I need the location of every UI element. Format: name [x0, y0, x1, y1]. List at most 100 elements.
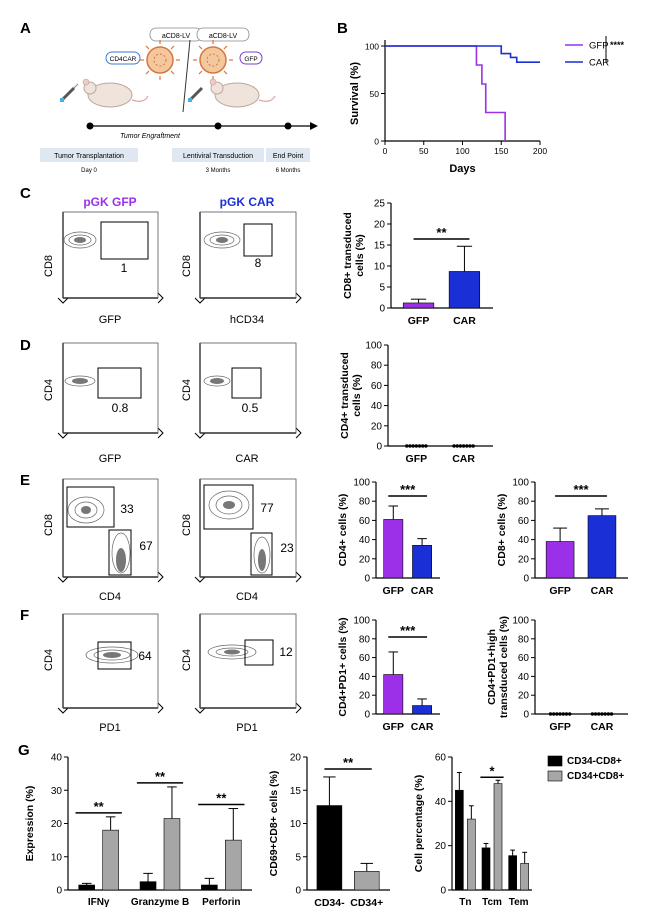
bar-cd34neg [201, 884, 218, 891]
y-tick-label: 60 [359, 516, 371, 527]
flow-title-car: pGK CAR [220, 195, 275, 209]
gate-value: 67 [139, 539, 153, 553]
y-axis-label: CD4+ transducedcells (%) [339, 352, 363, 439]
x-tick-label: 50 [419, 146, 429, 156]
data-point [471, 444, 475, 448]
step-time: 6 Months [276, 168, 301, 174]
y-tick-label: 0 [374, 137, 379, 147]
data-point [555, 712, 559, 716]
y-axis-label: CD69+CD8+ cells (%) [268, 771, 280, 877]
panel-letter-c: C [20, 185, 31, 202]
flow-xlabel: CD4 [99, 591, 121, 603]
payload-label-right: GFP [244, 56, 257, 63]
data-point [593, 712, 598, 716]
x-tick-label: CAR [411, 585, 434, 597]
data-point [421, 444, 425, 448]
chart-G1: 0 10 20 30 40 Expression (%) IFNγ ** Granzyme B *… [24, 753, 252, 908]
data-point [465, 444, 469, 448]
flow-ylabel: CD8 [43, 255, 55, 277]
y-tick-label: 0 [440, 886, 446, 897]
flow-ylabel: CD4 [181, 649, 193, 671]
significance-label: **** [610, 40, 625, 50]
bar-cd34neg [139, 881, 157, 891]
bar-cd34 [354, 871, 380, 891]
flow-ylabel: CD4 [43, 379, 55, 401]
flow-ylabel: CD8 [181, 514, 193, 536]
flow-plot-f-car: 12 CD4 PD1 [181, 613, 302, 734]
y-tick-label: 5 [295, 852, 301, 863]
flow-plot-c-gfp: 1 CD8 GFP [43, 211, 164, 326]
gate-value: 64 [138, 649, 152, 663]
y-tick-label: 20 [371, 421, 383, 432]
panel-letter-b: B [337, 20, 348, 37]
x-axis-label: Days [449, 163, 475, 175]
data-point [600, 712, 604, 716]
y-tick-label: 60 [435, 753, 447, 764]
flow-xlabel: PD1 [236, 722, 257, 734]
x-tick-label: Tn [459, 897, 471, 908]
gate-value: 12 [279, 645, 293, 659]
y-axis-label: CD4+PD1+ cells (%) [337, 617, 349, 716]
step-time: Day 0 [81, 168, 97, 174]
chart-E-bar2: 0 20 40 60 80 100 CD8+ cells (%) GFP CAR *** [496, 478, 628, 597]
flow-xlabel: CAR [235, 453, 258, 465]
legend-label: CAR [589, 58, 609, 69]
y-tick-label: 60 [371, 381, 383, 392]
bar-cd34neg [508, 855, 517, 891]
flow-ylabel: CD4 [43, 649, 55, 671]
bar-gfp [383, 519, 404, 579]
x-tick-label: Tcm [482, 897, 502, 908]
x-tick-label: GFP [406, 453, 428, 465]
panel-letter-e: E [20, 472, 30, 489]
x-tick-label: CAR [591, 585, 614, 597]
significance-label: ** [94, 799, 105, 814]
bar-car [587, 515, 617, 579]
y-tick-label: 20 [359, 554, 371, 565]
y-tick-label: 60 [359, 653, 371, 664]
data-point [411, 444, 415, 448]
gate-value: 33 [120, 502, 134, 516]
x-tick-label: Tem [509, 897, 529, 908]
payload-label-left: CD4CAR [110, 56, 137, 63]
flow-xlabel: CD4 [236, 591, 258, 603]
y-tick-label: 0 [295, 886, 301, 897]
y-tick-label: 20 [290, 753, 302, 764]
significance-label: * [489, 763, 495, 778]
virus-icon [193, 40, 233, 80]
bar-cd34neg [455, 789, 464, 891]
y-tick-label: 40 [435, 797, 447, 808]
data-point [561, 712, 566, 716]
x-tick-label: CD34+ [350, 897, 383, 909]
step-label: Lentiviral Transduction [183, 153, 253, 160]
y-tick-label: 20 [518, 691, 530, 702]
data-point [609, 712, 614, 716]
mouse-icon [209, 78, 276, 108]
flow-plot-f-gfp: 64 CD4 PD1 [43, 613, 164, 734]
y-axis-label: Survival (%) [349, 62, 361, 125]
y-axis-label: CD8+ cells (%) [496, 494, 508, 567]
flow-plot-e-gfp: 33 67 CD8 CD4 [43, 478, 164, 603]
bar-cd34pos [225, 839, 242, 891]
chart-G2: 0 5 10 15 20 CD69+CD8+ cells (%) CD34- CD34+ ** [268, 753, 390, 909]
y-tick-label: 100 [512, 616, 529, 627]
step-time: 3 Months [206, 168, 231, 174]
series-line-car [385, 45, 540, 63]
data-point [558, 712, 562, 716]
bar-car [448, 271, 481, 309]
data-point [568, 712, 572, 716]
bar-cd34pos [493, 783, 503, 891]
x-tick-label: CAR [452, 453, 475, 465]
bar-gfp [402, 302, 435, 309]
y-tick-label: 40 [518, 535, 530, 546]
data-point [414, 444, 419, 448]
x-tick-label: GFP [549, 721, 571, 733]
y-axis-label: CD4+ cells (%) [337, 494, 349, 567]
chart-E-bar1: 0 20 40 60 80 100 CD4+ cells (%) GFP CAR *** [337, 478, 440, 597]
y-tick-label: 100 [353, 616, 370, 627]
x-tick-label: IFNγ [88, 897, 110, 908]
y-tick-label: 80 [359, 634, 371, 645]
y-tick-label: 0 [523, 574, 529, 585]
x-tick-label: Granzyme B [131, 897, 189, 908]
panel-letter-f: F [20, 607, 29, 624]
